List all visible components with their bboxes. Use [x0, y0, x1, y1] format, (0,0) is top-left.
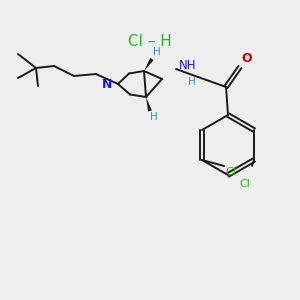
Text: Cl: Cl [239, 179, 250, 189]
Polygon shape [144, 58, 154, 71]
Text: H: H [150, 112, 158, 122]
Text: H: H [188, 77, 196, 87]
Text: H: H [153, 47, 161, 57]
Text: Cl: Cl [225, 167, 236, 177]
Text: O: O [241, 52, 252, 65]
Text: NH: NH [178, 59, 196, 72]
Text: Cl – H: Cl – H [128, 34, 172, 50]
Text: N: N [102, 77, 112, 91]
Polygon shape [146, 97, 152, 112]
